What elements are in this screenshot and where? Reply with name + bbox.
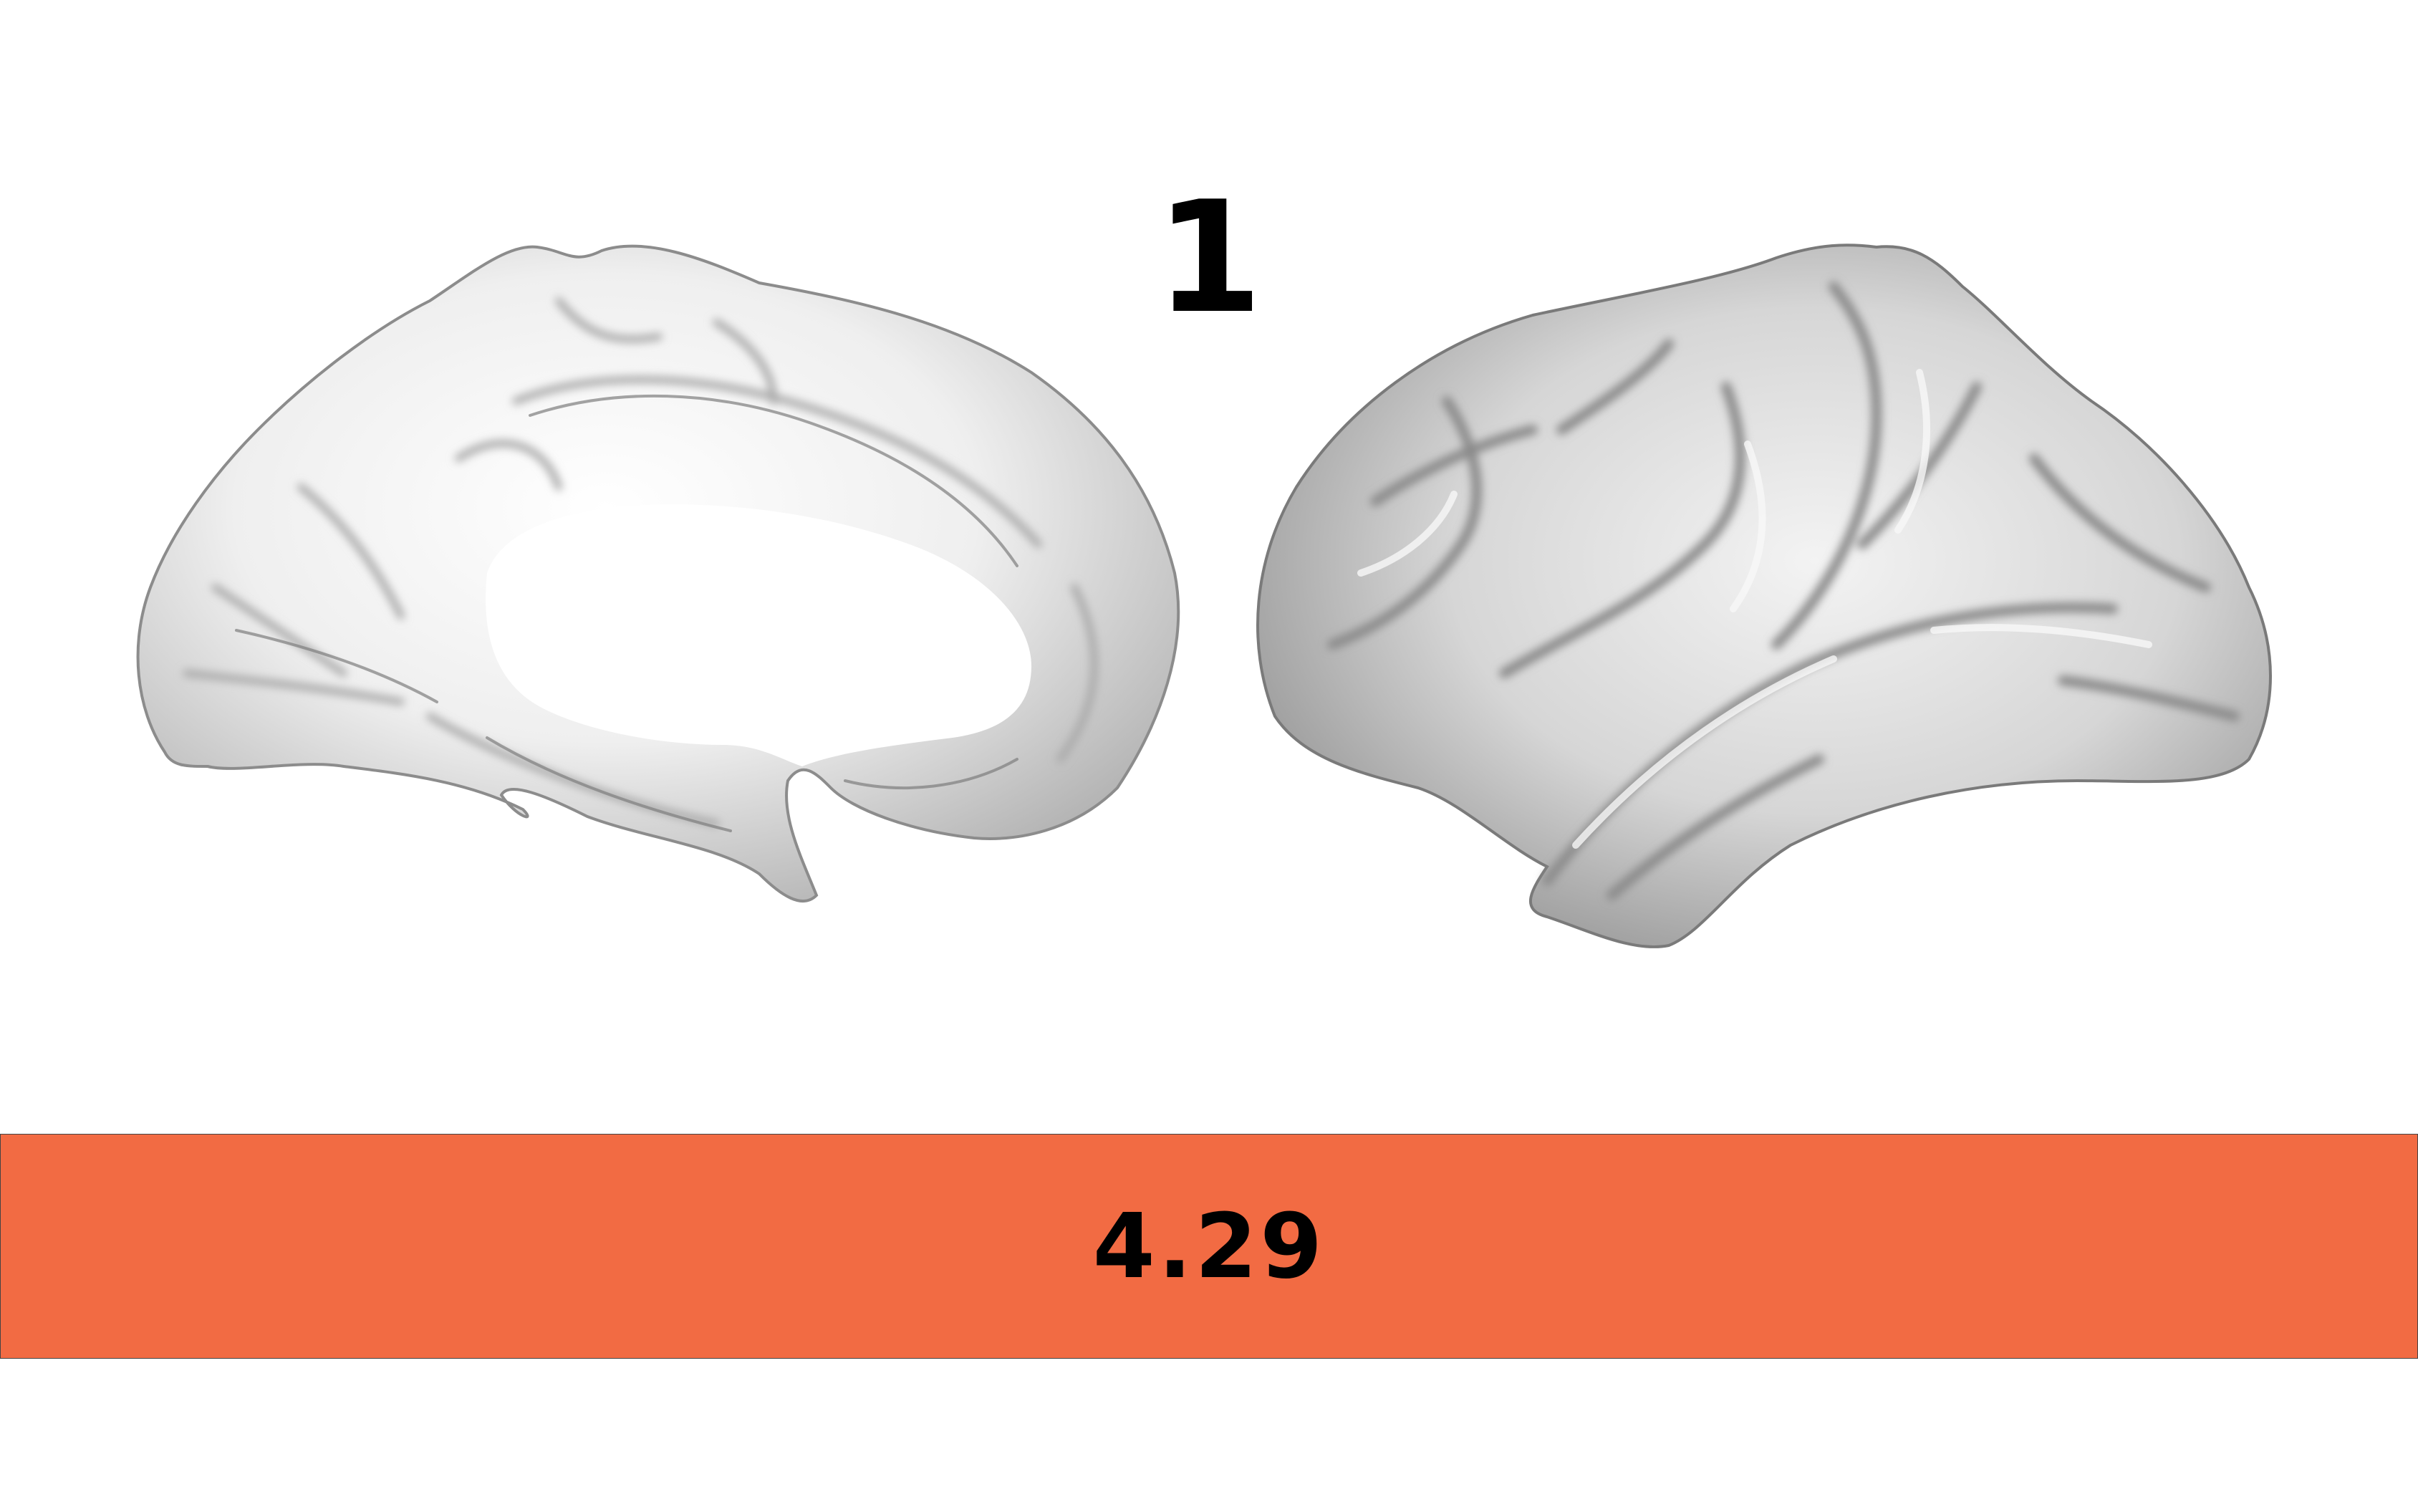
brain-surfaces (136, 244, 2272, 948)
lateral-hemisphere (1256, 244, 2272, 948)
value-label: 4.29 (1092, 1194, 1326, 1299)
panel-number-label: 1 (1155, 168, 1263, 347)
medial-hemisphere (136, 244, 1180, 903)
value-color-bar: 4.29 (0, 1134, 2418, 1359)
